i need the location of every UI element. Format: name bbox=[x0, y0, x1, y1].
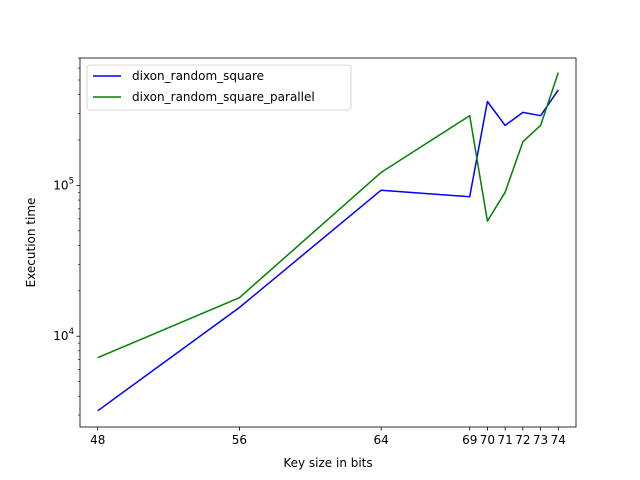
series-line-2 bbox=[97, 72, 560, 359]
legend: dixon_random_square dixon_random_square_p… bbox=[86, 64, 352, 111]
plot-area bbox=[80, 58, 576, 427]
y-axis-label: Execution time bbox=[24, 198, 38, 288]
legend-box bbox=[86, 64, 352, 111]
legend-label-2: dixon_random_square_parallel bbox=[132, 90, 315, 104]
x-tick-label: 64 bbox=[374, 433, 389, 447]
x-tick-label: 56 bbox=[232, 433, 247, 447]
y-axis-ticks: 104 105 bbox=[53, 57, 80, 416]
x-tick-label: 48 bbox=[90, 433, 105, 447]
x-tick-label: 71 bbox=[498, 433, 513, 447]
x-tick-label: 70 bbox=[480, 433, 495, 447]
x-tick-label: 73 bbox=[533, 433, 548, 447]
y-tick-label: 105 bbox=[53, 176, 74, 192]
axes-frame bbox=[79, 57, 577, 428]
series-layer bbox=[97, 72, 560, 412]
x-tick-label: 69 bbox=[462, 433, 477, 447]
plot-frame bbox=[79, 57, 577, 428]
y-tick-label: 104 bbox=[53, 327, 74, 343]
legend-label-1: dixon_random_square bbox=[132, 69, 264, 83]
x-axis-ticks: 48 56 64 69 70 71 72 73 74 bbox=[90, 427, 566, 447]
x-tick-label: 74 bbox=[551, 433, 566, 447]
series-line-1 bbox=[97, 89, 559, 412]
x-axis-label: Key size in bits bbox=[283, 456, 372, 470]
x-tick-label: 72 bbox=[515, 433, 530, 447]
